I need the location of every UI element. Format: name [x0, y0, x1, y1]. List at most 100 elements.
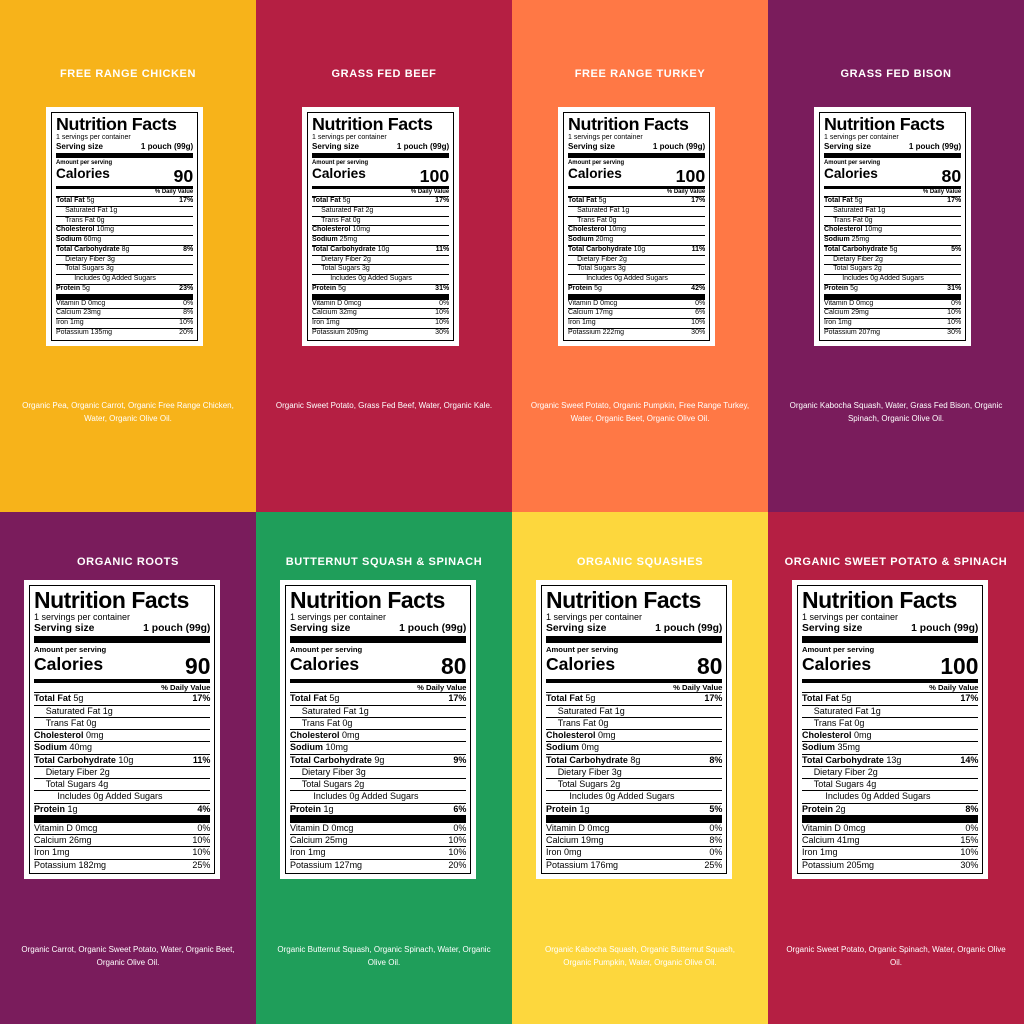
nutrient-dv: 10% — [947, 309, 962, 317]
product-title: BUTTERNUT SQUASH & SPINACH — [285, 556, 483, 568]
nutrient-name: Trans Fat — [321, 216, 351, 224]
nutrient-name: Iron — [312, 319, 325, 327]
nutrient-left: Total Carbohydrate 13g — [802, 755, 901, 766]
calories-label: Calories — [546, 653, 616, 674]
nutrient-row: Cholesterol 0mg — [34, 729, 211, 741]
nutrient-name: Vitamin D — [290, 822, 329, 833]
nutrient-row: Protein 1g 5% — [546, 802, 723, 815]
nutrient-dv: 10% — [192, 835, 211, 846]
nutrient-amount: 1g — [323, 803, 334, 814]
nutrient-left: Trans Fat 0g — [802, 717, 865, 729]
calories-value: 80 — [697, 652, 723, 679]
nutrient-row: Calcium 17mg 6% — [568, 308, 706, 318]
nutrient-name: Saturated Fat — [813, 705, 869, 716]
nutrient-amount: 207mg — [858, 328, 881, 336]
nutrient-name: Total Sugars — [577, 265, 617, 273]
nutrient-amount: 25mg — [851, 236, 870, 244]
nutrient-name: Trans Fat — [813, 717, 852, 728]
nutrient-dv: 10% — [179, 319, 194, 327]
nutrient-row: Cholesterol 0mg — [290, 729, 467, 741]
product-title: GRASS FED BISON — [840, 68, 952, 80]
nutrient-row: Total Fat 5g 17% — [824, 196, 962, 206]
nutrient-amount: 0mg — [598, 730, 616, 741]
serving-size-value: 1 pouch (99g) — [143, 623, 211, 635]
nutrient-amount: 2g — [875, 255, 883, 263]
nutrient-dv: 10% — [448, 835, 467, 846]
calories-label: Calories — [290, 653, 360, 674]
nutrient-left: Total Sugars 4g — [802, 779, 877, 790]
nutrient-name: Vitamin D — [34, 822, 73, 833]
nutrient-row: Cholesterol 10mg — [312, 225, 450, 235]
divider — [546, 636, 723, 644]
nutrient-dv: 8% — [709, 754, 723, 765]
nutrient-dv: 42% — [691, 284, 706, 292]
nutrient-amount: 10mg — [325, 742, 349, 753]
product-title: ORGANIC SQUASHES — [576, 556, 704, 568]
amount-per-serving: Amount per serving — [56, 159, 113, 166]
nutrient-left: Saturated Fat 1g — [34, 706, 113, 717]
nutrient-amount: 0g — [598, 717, 609, 728]
nutrient-left: Potassium 207mg — [824, 329, 880, 338]
nutrient-name: Sodium — [312, 236, 338, 244]
label-heading: Nutrition Facts — [802, 587, 957, 613]
nutrient-row: Protein 1g 4% — [34, 802, 211, 815]
nutrient-dv: 5% — [709, 803, 723, 814]
nutrient-name: Includes 0g Added Sugars — [825, 791, 931, 802]
nutrition-card: Nutrition Facts 1 servings per container S… — [792, 580, 989, 879]
nutrient-name: Calcium — [546, 835, 579, 846]
nutrient-left: Trans Fat 0g — [546, 717, 609, 729]
nutrient-name: Iron — [290, 847, 306, 858]
nutrient-name: Potassium — [546, 859, 589, 870]
nutrient-name: Saturated Fat — [65, 206, 108, 214]
nutrient-row: Total Fat 5g 17% — [34, 692, 211, 704]
nutrient-left: Iron 1mg — [312, 319, 340, 328]
nutrient-row: Potassium 176mg 25% — [546, 858, 723, 871]
amount-per-serving: Amount per serving — [802, 645, 875, 655]
nutrient-row: Includes 0g Added Sugars — [56, 274, 194, 284]
serving-size-label: Serving size — [290, 623, 351, 635]
nutrient-dv: 10% — [435, 319, 450, 327]
servings-text: 1 servings per container — [568, 133, 643, 141]
nutrient-name: Trans Fat — [577, 216, 607, 224]
nutrient-left: Calcium 19mg — [546, 835, 604, 846]
divider — [56, 185, 194, 188]
nutrient-name: Potassium — [290, 859, 333, 870]
nutrient-row: Potassium 205mg 30% — [802, 858, 979, 871]
nutrient-left: Iron 0mg — [546, 847, 582, 858]
nutrient-dv: 0% — [695, 299, 706, 307]
nutrient-row: Sodium 20mg — [568, 235, 706, 245]
nutrient-name: Total Sugars — [301, 779, 352, 790]
nutrition-card: Nutrition Facts 1 servings per container S… — [302, 107, 460, 346]
serving-size-label: Serving size — [546, 623, 607, 635]
product-panel: ORGANIC SWEET POTATO & SPINACH Nutrition … — [768, 512, 1024, 1024]
calories-row: Calories 80 — [290, 653, 466, 679]
amount-per-serving: Amount per serving — [34, 645, 107, 655]
nutrient-row: Saturated Fat 2g — [312, 205, 450, 216]
amount-per-serving: Amount per serving — [546, 645, 619, 655]
nutrient-left: Trans Fat 0g — [56, 217, 104, 226]
divider — [34, 814, 211, 822]
nutrient-left: Total Carbohydrate 8g — [56, 246, 129, 255]
nutrient-amount: 5g — [86, 197, 95, 205]
nutrient-left: Total Fat 5g — [312, 197, 350, 206]
nutrient-dv: 10% — [435, 309, 450, 317]
nutrient-name: Dietary Fiber — [833, 255, 874, 263]
nutrient-row: Iron 1mg 10% — [802, 846, 979, 858]
nutrient-left: Potassium 209mg — [312, 329, 368, 338]
nutrient-dv: 11% — [691, 245, 706, 253]
nutrition-label: Nutrition Facts 1 servings per container S… — [51, 112, 199, 341]
product-title: GRASS FED BEEF — [331, 68, 437, 80]
nutrient-left: Total Carbohydrate 10g — [312, 246, 389, 255]
nutrient-row: Iron 1mg 10% — [56, 318, 194, 328]
nutrient-name: Dietary Fiber — [813, 766, 866, 777]
divider — [824, 293, 962, 299]
nutrient-row: Dietary Fiber 2g — [34, 765, 211, 778]
product-panel: ORGANIC ROOTS Nutrition Facts 1 servings p… — [0, 512, 256, 1024]
nutrient-dv: 14% — [960, 754, 979, 765]
nutrient-left: Dietary Fiber 2g — [34, 767, 110, 778]
nutrient-left: Trans Fat 0g — [824, 217, 872, 226]
nutrient-row: Trans Fat 0g — [34, 716, 211, 729]
nutrient-row: Cholesterol 10mg — [824, 225, 962, 235]
ingredients: Organic Kabocha Squash, Water, Grass Fed… — [789, 401, 1003, 423]
nutrient-name: Total Sugars — [833, 265, 873, 273]
